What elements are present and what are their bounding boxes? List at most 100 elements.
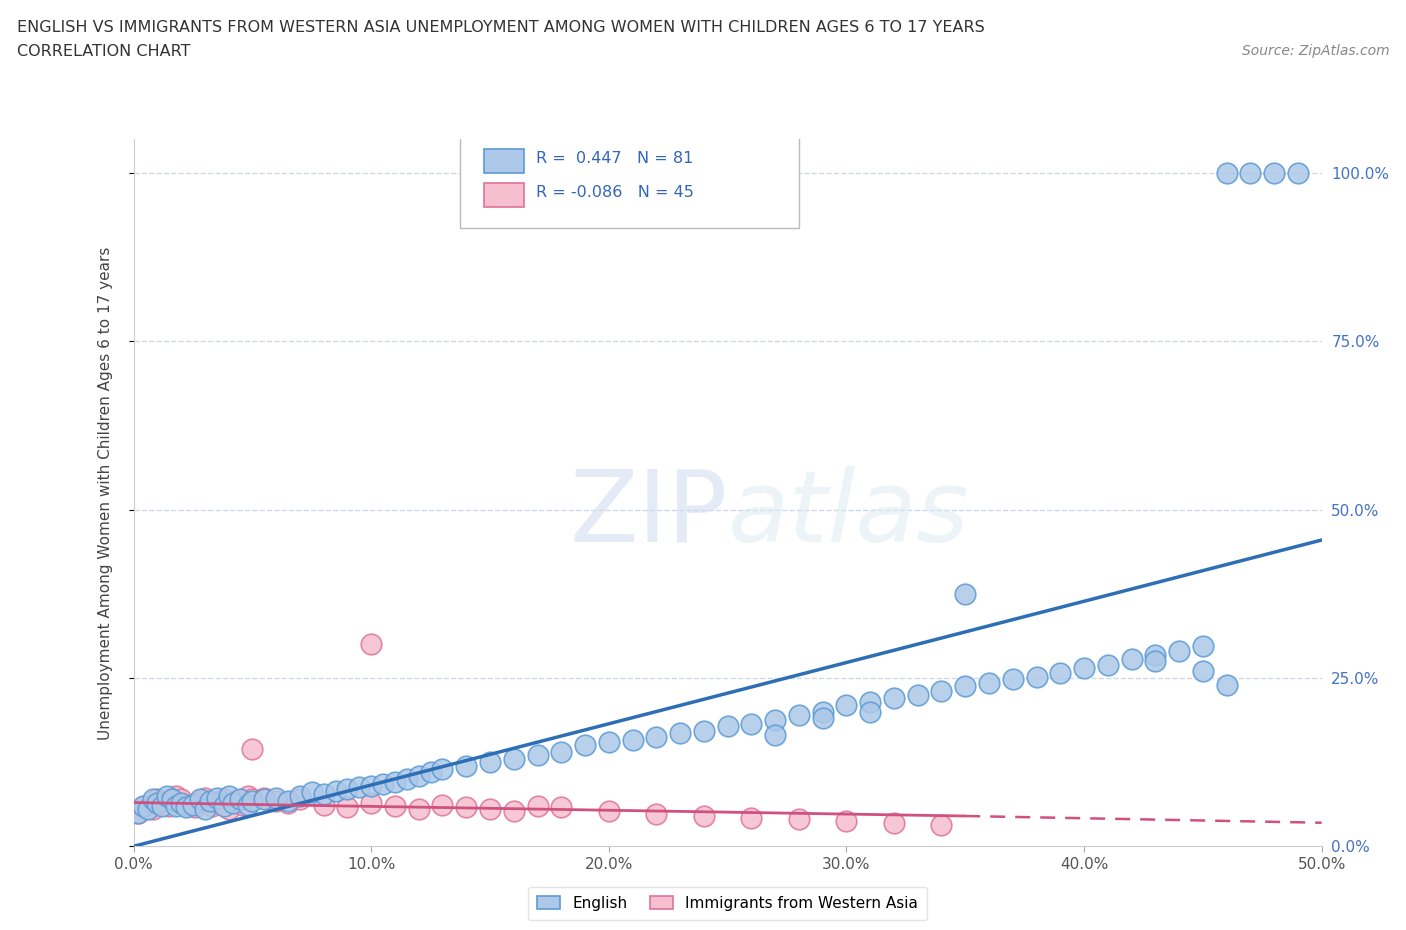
Point — [156, 789, 179, 804]
Point — [157, 799, 180, 814]
Point — [242, 793, 264, 808]
Point — [194, 790, 217, 805]
Point — [1191, 664, 1213, 679]
Point — [336, 800, 359, 815]
Point — [181, 797, 204, 812]
Point — [478, 755, 502, 770]
Text: R =  0.447   N = 81: R = 0.447 N = 81 — [536, 151, 693, 166]
Point — [349, 779, 371, 794]
Point — [550, 745, 572, 760]
Point — [1168, 644, 1191, 658]
Point — [859, 704, 882, 719]
Point — [218, 802, 240, 817]
Point — [787, 812, 810, 827]
Point — [859, 694, 882, 709]
Point — [136, 802, 159, 817]
Point — [598, 735, 620, 750]
Point — [264, 793, 287, 808]
Point — [165, 789, 187, 804]
Point — [188, 793, 211, 808]
Point — [288, 789, 311, 804]
Legend: English, Immigrants from Western Asia: English, Immigrants from Western Asia — [527, 886, 928, 920]
Point — [1121, 652, 1143, 667]
Point — [883, 691, 905, 706]
Point — [1239, 166, 1261, 180]
Point — [188, 791, 211, 806]
Point — [384, 775, 406, 790]
Point — [170, 795, 193, 810]
FancyBboxPatch shape — [460, 132, 799, 228]
Point — [740, 716, 762, 731]
Point — [977, 676, 1000, 691]
Point — [236, 797, 259, 812]
Point — [198, 793, 221, 808]
Point — [598, 804, 620, 818]
Point — [787, 708, 810, 723]
Point — [146, 791, 169, 806]
Point — [408, 802, 430, 817]
Point — [277, 795, 299, 810]
Point — [432, 797, 454, 812]
FancyBboxPatch shape — [484, 182, 524, 206]
Point — [883, 816, 905, 830]
Point — [127, 805, 149, 820]
Point — [222, 795, 245, 810]
Point — [225, 793, 247, 808]
Point — [301, 785, 323, 800]
Point — [242, 741, 264, 756]
Point — [645, 806, 668, 821]
Point — [1286, 166, 1309, 180]
Point — [288, 791, 311, 806]
Point — [212, 791, 235, 806]
Text: CORRELATION CHART: CORRELATION CHART — [17, 44, 190, 59]
Point — [371, 777, 394, 791]
Point — [336, 781, 359, 796]
Point — [146, 795, 169, 810]
Point — [693, 724, 716, 738]
Point — [174, 800, 197, 815]
Point — [550, 800, 572, 815]
Point — [953, 587, 976, 602]
Point — [212, 799, 235, 814]
Point — [1215, 677, 1237, 692]
Point — [242, 791, 264, 806]
Point — [763, 712, 786, 727]
Point — [1073, 660, 1095, 675]
Point — [160, 791, 183, 806]
Point — [150, 799, 173, 814]
Point — [811, 711, 834, 725]
Point — [232, 797, 254, 812]
Point — [264, 790, 287, 805]
Point — [835, 813, 858, 828]
Point — [1215, 166, 1237, 180]
Point — [384, 799, 406, 814]
Y-axis label: Unemployment Among Women with Children Ages 6 to 17 years: Unemployment Among Women with Children A… — [98, 246, 112, 739]
Point — [142, 791, 165, 806]
Point — [478, 802, 502, 817]
Point — [205, 790, 228, 805]
Point — [1144, 647, 1167, 662]
Point — [218, 789, 240, 804]
Point — [132, 799, 155, 814]
Point — [1025, 670, 1047, 684]
Point — [170, 791, 193, 806]
Point — [419, 764, 441, 779]
Point — [150, 795, 173, 810]
Point — [253, 791, 276, 806]
Point — [1001, 671, 1024, 686]
Text: atlas: atlas — [728, 466, 969, 563]
Point — [621, 733, 644, 748]
Point — [907, 687, 929, 702]
Point — [432, 762, 454, 777]
Point — [165, 799, 187, 814]
Point — [312, 787, 335, 802]
Point — [953, 679, 976, 694]
Point — [931, 684, 953, 699]
Point — [574, 737, 596, 752]
Point — [669, 725, 692, 740]
Point — [127, 805, 149, 820]
Point — [835, 698, 858, 712]
Point — [931, 817, 953, 832]
Point — [1191, 638, 1213, 653]
Point — [526, 799, 548, 814]
